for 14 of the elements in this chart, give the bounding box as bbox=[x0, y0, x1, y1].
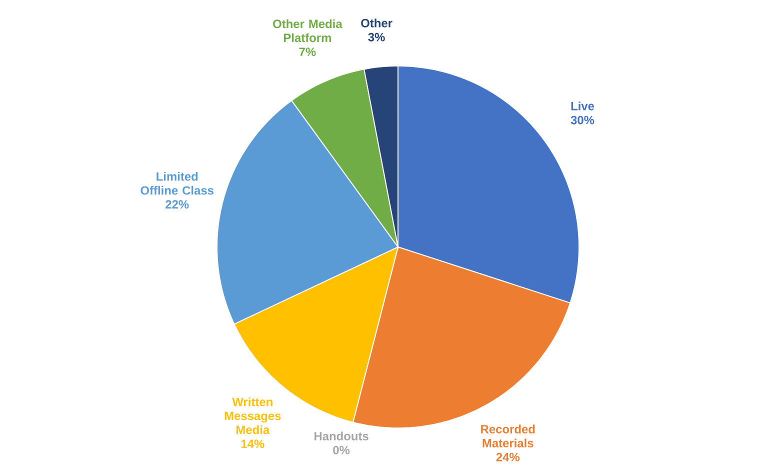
slice-label: Other bbox=[361, 18, 392, 28]
slice-label: Recorded Materials bbox=[481, 424, 535, 448]
data-label: 22% bbox=[166, 200, 189, 209]
slice-label: Other Media Platform bbox=[273, 19, 342, 42]
slice-label: Limited Offline Class bbox=[140, 172, 214, 195]
data-label: 30% bbox=[570, 116, 594, 124]
data-label: 7% bbox=[299, 48, 316, 56]
data-label: 14% bbox=[241, 440, 264, 448]
slice-label: Written Messages Media bbox=[224, 397, 281, 434]
text: 0% bbox=[333, 446, 350, 454]
category-label: Handouts bbox=[314, 432, 368, 440]
data-label: 3% bbox=[368, 32, 385, 42]
slice-label: Live bbox=[571, 102, 594, 110]
data-label: 24% bbox=[496, 452, 520, 462]
